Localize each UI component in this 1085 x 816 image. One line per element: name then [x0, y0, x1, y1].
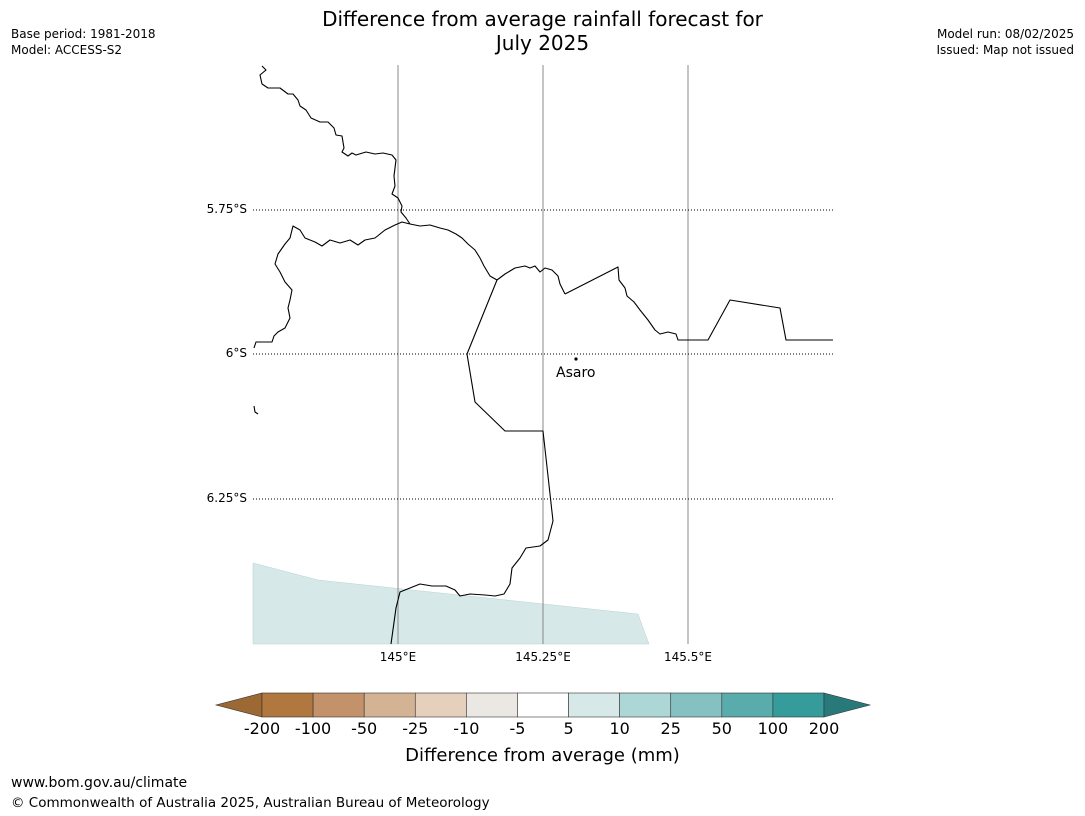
title-line-2: July 2025	[495, 31, 590, 55]
boundary-west-fragment	[253, 405, 259, 415]
lat-label-5-75: 5.75°S	[206, 202, 247, 216]
lon-label-145: 145°E	[379, 650, 417, 664]
colorbar-swatch	[261, 692, 314, 718]
colorbar-tick-label: -200	[243, 719, 281, 738]
map-title: Difference from average rainfall forecas…	[0, 7, 1085, 55]
colorbar-swatch	[312, 692, 365, 718]
colorbar-swatch	[772, 692, 825, 718]
colorbar-tick-label: 200	[808, 719, 840, 738]
anomaly-area-5-10	[252, 562, 650, 645]
colorbar-extend-high	[823, 692, 872, 718]
colorbar-tick-label: 100	[757, 719, 789, 738]
model-run-text: Model run: 08/02/2025	[936, 27, 1074, 41]
footer-copyright: © Commonwealth of Australia 2025, Austra…	[11, 795, 490, 811]
colorbar-tick-label: -100	[294, 719, 332, 738]
colorbar-swatch	[466, 692, 518, 718]
title-line-1: Difference from average rainfall forecas…	[322, 7, 763, 31]
lon-label-145-25: 145.25°E	[515, 650, 571, 664]
lat-label-6: 6°S	[225, 346, 247, 360]
colorbar-tick-label: 5	[563, 719, 574, 738]
colorbar-swatch	[619, 692, 672, 718]
colorbar-tick-label: 10	[609, 719, 630, 738]
colorbar-tick-label: -5	[509, 719, 526, 738]
lon-label-145-5: 145.5°E	[664, 650, 712, 664]
colorbar-swatch	[670, 692, 723, 718]
colorbar-tick-label: 25	[660, 719, 681, 738]
colorbar	[214, 692, 872, 718]
base-period-text: Base period: 1981-2018	[11, 27, 156, 41]
meta-left: Base period: 1981-2018 Model: ACCESS-S2	[11, 26, 156, 58]
colorbar-tick-label: -50	[351, 719, 378, 738]
issued-text: Issued: Map not issued	[936, 43, 1074, 57]
colorbar-swatch	[721, 692, 774, 718]
colorbar-title: Difference from average (mm)	[405, 745, 680, 766]
colorbar-extend-low	[214, 692, 263, 718]
lat-label-6-25: 6.25°S	[206, 491, 247, 505]
colorbar-tick-label: 50	[711, 719, 732, 738]
boundary-east	[564, 266, 833, 341]
place-label: Asaro	[556, 365, 596, 381]
boundary-north-central	[409, 223, 566, 295]
footer-url: www.bom.gov.au/climate	[11, 775, 188, 791]
boundary-northwest	[259, 65, 411, 225]
boundary-inner	[390, 279, 554, 645]
colorbar-swatch	[517, 692, 569, 718]
boundary-west	[253, 221, 411, 349]
colorbar-swatch	[363, 692, 416, 718]
colorbar-tick-label: -10	[453, 719, 480, 738]
colorbar-tick-label: -25	[402, 719, 429, 738]
model-text: Model: ACCESS-S2	[11, 43, 123, 57]
colorbar-swatch	[568, 692, 620, 718]
colorbar-swatch	[414, 692, 467, 718]
place-marker-dot	[574, 357, 578, 361]
meta-right: Model run: 08/02/2025 Issued: Map not is…	[936, 26, 1074, 58]
